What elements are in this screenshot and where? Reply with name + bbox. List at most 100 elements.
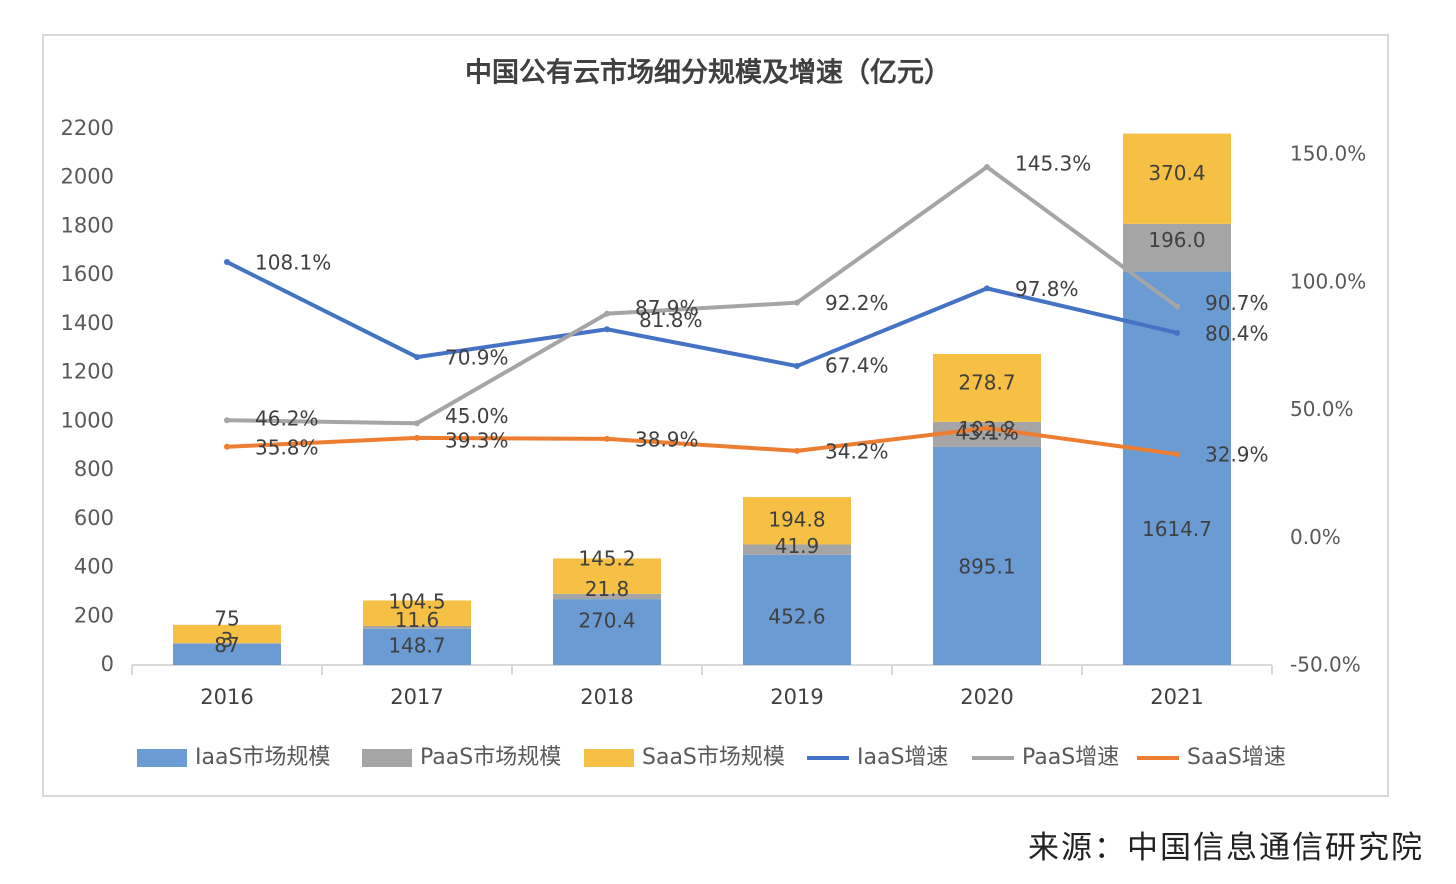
line-paas-growth	[226, 165, 1179, 426]
point-paas-growth	[984, 164, 990, 171]
legend-paas-growth-label: PaaS增速	[1022, 745, 1119, 770]
bar-label-saas: 194.8	[768, 507, 825, 531]
line-label-paas: 45.0%	[445, 404, 509, 428]
bar-label-saas: 104.5	[388, 590, 445, 614]
bar-paas	[553, 593, 661, 600]
line-label-saas: 38.9%	[635, 427, 699, 451]
bar-label-saas: 75	[214, 606, 239, 630]
y-left-tick-label: 2200	[61, 116, 114, 140]
y-right-tick-label: 100.0%	[1290, 269, 1366, 293]
point-saas-growth	[984, 425, 990, 432]
chart-title: 中国公有云市场细分规模及增速（亿元）	[465, 57, 951, 89]
point-iaas-growth	[604, 326, 610, 333]
line-label-saas: 39.3%	[445, 428, 509, 452]
bar-saas	[1123, 133, 1231, 224]
bar-saas	[553, 558, 661, 594]
x-tick-label: 2018	[580, 685, 633, 709]
y-left-tick-label: 2000	[61, 165, 114, 189]
bar-paas	[363, 625, 471, 629]
y-right-tick-label: 0.0%	[1290, 525, 1341, 549]
bar-label-iaas: 270.4	[578, 609, 635, 633]
y-right-tick-label: 150.0%	[1290, 142, 1366, 166]
bar-iaas	[743, 554, 851, 665]
bar-label-iaas: 452.6	[768, 604, 825, 628]
bar-iaas	[933, 446, 1041, 665]
source-note: 来源：中国信息通信研究院	[1028, 830, 1424, 866]
line-saas-growth	[226, 426, 1178, 457]
x-tick-label: 2019	[770, 685, 823, 709]
y-left-tick-label: 800	[74, 457, 114, 481]
line-label-paas: 46.2%	[255, 407, 319, 431]
bar-saas	[933, 353, 1041, 422]
line-label-saas: 35.8%	[255, 435, 319, 459]
point-iaas-growth	[984, 285, 990, 292]
point-paas-growth	[604, 310, 610, 317]
y-left-tick-label: 0	[101, 652, 114, 676]
line-label-iaas: 108.1%	[255, 251, 331, 275]
line-label-iaas: 70.9%	[445, 346, 509, 370]
bar-paas	[1123, 223, 1231, 272]
bar-label-iaas: 895.1	[958, 554, 1015, 578]
bar-label-paas: 21.8	[585, 577, 630, 601]
bar-label-iaas: 1614.7	[1142, 517, 1212, 541]
bar-saas	[743, 497, 851, 545]
y-left-tick-label: 1600	[61, 262, 114, 286]
legend-saas-size-label: SaaS市场规模	[642, 745, 785, 770]
bar-label-iaas: 87	[214, 633, 239, 657]
y-left-tick-label: 600	[74, 506, 114, 530]
bar-paas	[173, 643, 281, 644]
bar-label-paas: 11.6	[395, 608, 440, 632]
bar-label-saas: 278.7	[958, 370, 1015, 394]
x-tick-label: 2017	[390, 685, 443, 709]
point-saas-growth	[604, 435, 610, 442]
y-left-tick-label: 1400	[61, 311, 114, 335]
legend-iaas-size-swatch	[137, 749, 187, 767]
bar-label-saas: 370.4	[1148, 161, 1205, 185]
legend-saas-size-swatch	[584, 749, 634, 767]
point-iaas-growth	[1174, 329, 1180, 336]
bar-saas	[363, 600, 471, 626]
point-paas-growth	[224, 417, 230, 424]
bar-iaas	[553, 599, 661, 665]
legend-paas-size-label: PaaS市场规模	[420, 745, 561, 770]
bar-paas	[743, 544, 851, 555]
y-left-tick-label: 1000	[61, 408, 114, 432]
y-left-tick-label: 200	[74, 603, 114, 627]
bar-label-paas: 196.0	[1148, 228, 1205, 252]
point-paas-growth	[794, 299, 800, 306]
line-iaas-growth	[226, 260, 1178, 369]
bar-iaas	[173, 643, 281, 665]
y-left-tick-label: 1800	[61, 213, 114, 237]
line-label-iaas: 67.4%	[825, 354, 889, 378]
point-saas-growth	[224, 443, 230, 450]
bar-label-saas: 145.2	[578, 547, 635, 571]
point-saas-growth	[414, 434, 420, 441]
point-iaas-growth	[224, 259, 230, 266]
line-label-iaas: 81.8%	[639, 308, 703, 332]
bar-iaas	[363, 628, 471, 665]
line-label-saas: 34.2%	[825, 439, 889, 463]
line-label-saas: 43.1%	[955, 421, 1019, 445]
line-label-paas: 87.9%	[635, 296, 699, 320]
legend-iaas-size-label: IaaS市场规模	[195, 745, 330, 770]
line-label-iaas: 97.8%	[1015, 277, 1079, 301]
line-label-paas: 90.7%	[1205, 291, 1269, 315]
point-paas-growth	[1174, 303, 1180, 310]
y-right-tick-label: -50.0%	[1290, 653, 1361, 677]
point-iaas-growth	[414, 354, 420, 361]
point-iaas-growth	[794, 363, 800, 370]
x-tick-label: 2016	[200, 685, 253, 709]
bar-iaas	[1123, 271, 1231, 665]
bar-label-paas: 41.9	[775, 534, 820, 558]
x-tick-label: 2021	[1150, 685, 1203, 709]
bar-label-iaas: 148.7	[388, 633, 445, 657]
point-paas-growth	[414, 420, 420, 427]
bar-saas	[173, 624, 281, 644]
legend-saas-growth-label: SaaS增速	[1187, 745, 1286, 770]
point-saas-growth	[794, 447, 800, 454]
bar-label-paas: 3	[221, 628, 234, 652]
legend-paas-size-swatch	[362, 749, 412, 767]
point-saas-growth	[1174, 451, 1180, 458]
legend-iaas-growth-label: IaaS增速	[857, 745, 948, 770]
